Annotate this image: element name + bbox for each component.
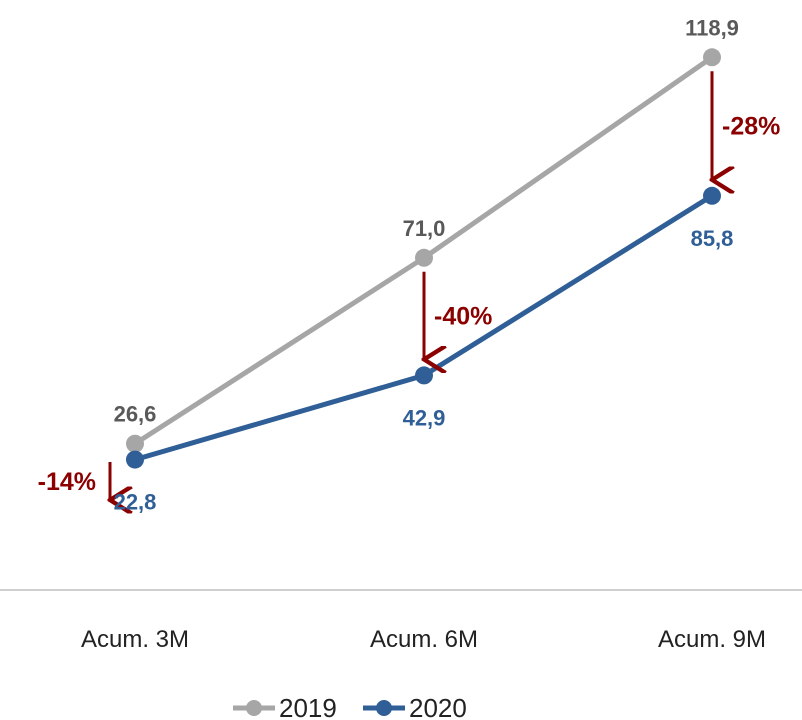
legend-label-2019: 2019 [279, 693, 337, 720]
change-percent-1: -14% [38, 468, 96, 496]
data-point-2020-1 [126, 450, 144, 469]
legend-label-2020: 2020 [409, 693, 467, 720]
x-tick-label-2: Acum. 6M [370, 626, 478, 653]
data-label-2020-2: 42,9 [403, 405, 446, 430]
legend-marker-2019 [246, 700, 262, 716]
data-label-2019-2: 71,0 [403, 216, 446, 241]
data-point-2019-3 [703, 48, 721, 67]
change-percent-2: -40% [434, 303, 492, 331]
data-label-2020-3: 85,8 [691, 226, 734, 251]
x-tick-label-1: Acum. 3M [81, 626, 189, 653]
data-point-2020-3 [703, 186, 721, 205]
data-label-2019-3: 118,9 [685, 15, 739, 40]
data-point-2019-1 [126, 434, 144, 453]
data-point-2019-2 [415, 248, 433, 267]
data-label-2019-1: 26,6 [114, 402, 157, 427]
x-tick-label-3: Acum. 9M [658, 626, 766, 653]
data-point-2020-2 [415, 366, 433, 385]
legend-marker-2020 [376, 700, 392, 716]
change-percent-3: -28% [722, 113, 780, 141]
data-label-2020-1: 22,8 [114, 490, 157, 515]
